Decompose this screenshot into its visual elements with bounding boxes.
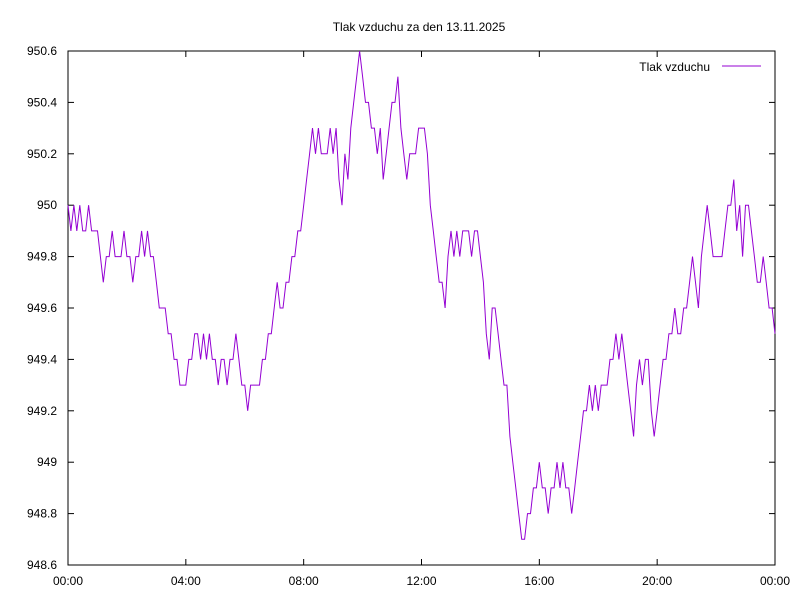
axis-ticks: 948.6 948.8 949 949.2 949.4 949.6 949.8 950 950.…	[27, 44, 790, 588]
series-layer	[67, 50, 776, 540]
y-tick-label: 950	[37, 198, 57, 212]
y-tick-label: 949.2	[27, 404, 57, 418]
x-tick-label: 04:00	[171, 574, 201, 588]
x-tick-label: 00:00	[760, 574, 790, 588]
y-tick-label: 949	[37, 455, 57, 469]
y-tick-label: 949.6	[27, 301, 57, 315]
y-tick-label: 950.6	[27, 44, 57, 58]
y-tick-label: 949.4	[27, 352, 57, 366]
x-tick-label: 08:00	[289, 574, 319, 588]
y-tick-label: 950.4	[27, 95, 57, 109]
x-tick-label: 16:00	[524, 574, 554, 588]
y-tick-label: 949.8	[27, 250, 57, 264]
x-tick-label: 00:00	[53, 574, 83, 588]
legend-label: Tlak vzduchu	[639, 60, 710, 74]
y-tick-label: 948.8	[27, 507, 57, 521]
y-tick-label: 948.6	[27, 558, 57, 572]
chart-title: Tlak vzduchu za den 13.11.2025	[333, 20, 506, 34]
legend: Tlak vzduchu	[639, 60, 761, 74]
x-tick-label: 12:00	[406, 574, 436, 588]
x-tick-label: 20:00	[642, 574, 672, 588]
series-line	[67, 50, 776, 540]
y-tick-label: 950.2	[27, 147, 57, 161]
